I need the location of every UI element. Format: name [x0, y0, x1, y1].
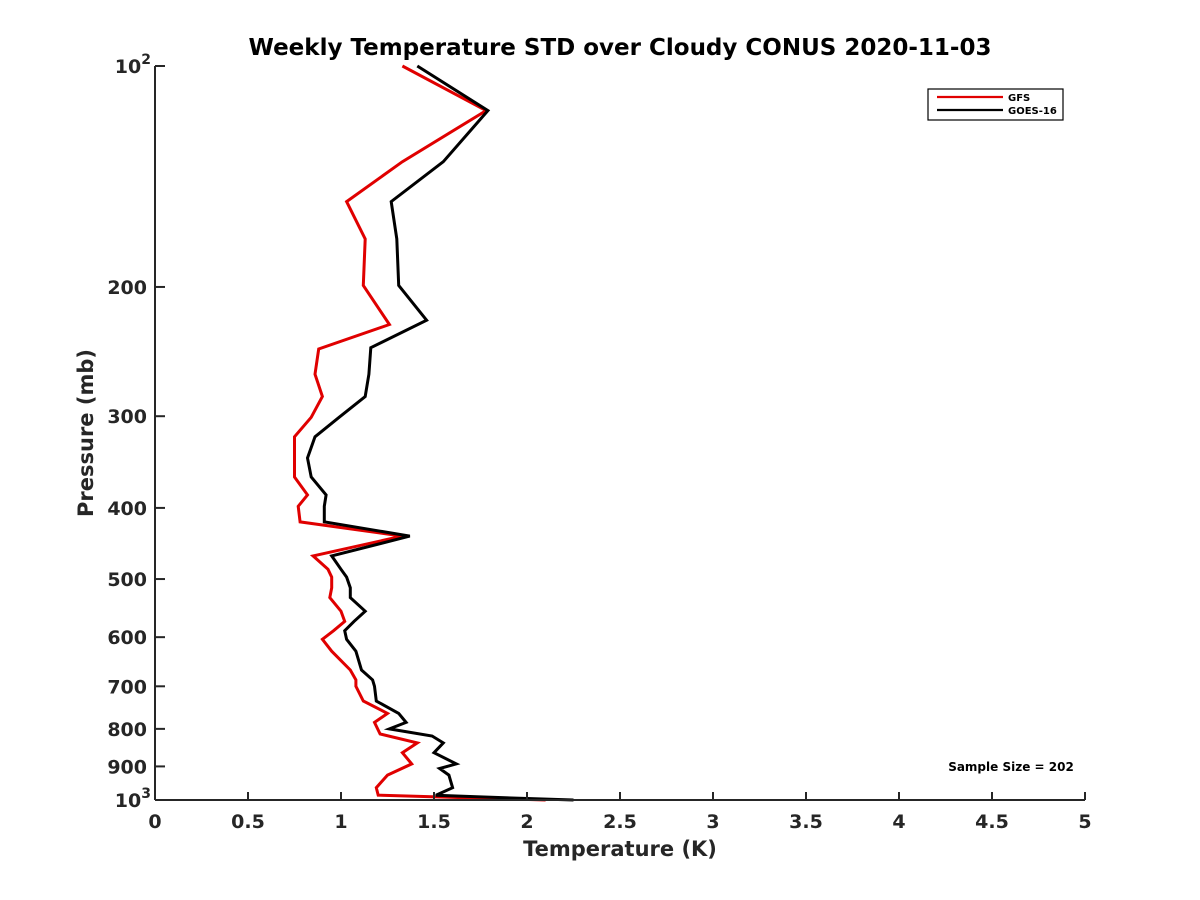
y-tick-label: 300	[107, 406, 147, 428]
legend-box	[927, 88, 1064, 121]
y-tick-label: 103	[115, 786, 151, 812]
x-tick-label: 3	[706, 811, 719, 833]
y-axis-title: Pressure (mb)	[74, 349, 98, 517]
x-tick-label: 5	[1078, 811, 1091, 833]
x-tick-label: 0.5	[231, 811, 265, 833]
x-axis-title: Temperature (K)	[523, 837, 717, 861]
x-tick-label: 2	[520, 811, 533, 833]
x-tick-label: 0	[148, 811, 161, 833]
x-axis-ticks: 0 0.5 1 1.5 2 2.5 3 3.5 4 4.5 5	[148, 792, 1092, 833]
x-tick-label: 3.5	[789, 811, 823, 833]
x-tick-label: 1	[334, 811, 347, 833]
y-tick-label: 900	[107, 756, 147, 778]
y-tick-label: 700	[107, 676, 147, 698]
y-axis-ticks: 102 200 300 400 500 600 700 800 900 103	[107, 52, 165, 812]
chart-title: Weekly Temperature STD over Cloudy CONUS…	[249, 35, 992, 61]
plot-lines	[293, 64, 574, 802]
x-tick-label: 4.5	[975, 811, 1009, 833]
y-tick-label: 500	[107, 569, 147, 591]
x-tick-label: 4	[892, 811, 905, 833]
legend: GFS GOES-16	[927, 88, 1064, 121]
series-line-goes-16	[305, 64, 574, 802]
legend-label-gfs: GFS	[1008, 93, 1030, 104]
series-line-gfs	[293, 64, 546, 802]
y-tick-label: 800	[107, 719, 147, 741]
y-tick-label: 400	[107, 498, 147, 520]
sample-size-annotation: Sample Size = 202	[948, 760, 1074, 774]
x-tick-label: 2.5	[603, 811, 637, 833]
y-tick-label: 600	[107, 627, 147, 649]
y-tick-label: 200	[107, 277, 147, 299]
legend-label-goes-16: GOES-16	[1008, 106, 1057, 117]
y-tick-label: 102	[115, 52, 151, 78]
x-tick-label: 1.5	[417, 811, 451, 833]
